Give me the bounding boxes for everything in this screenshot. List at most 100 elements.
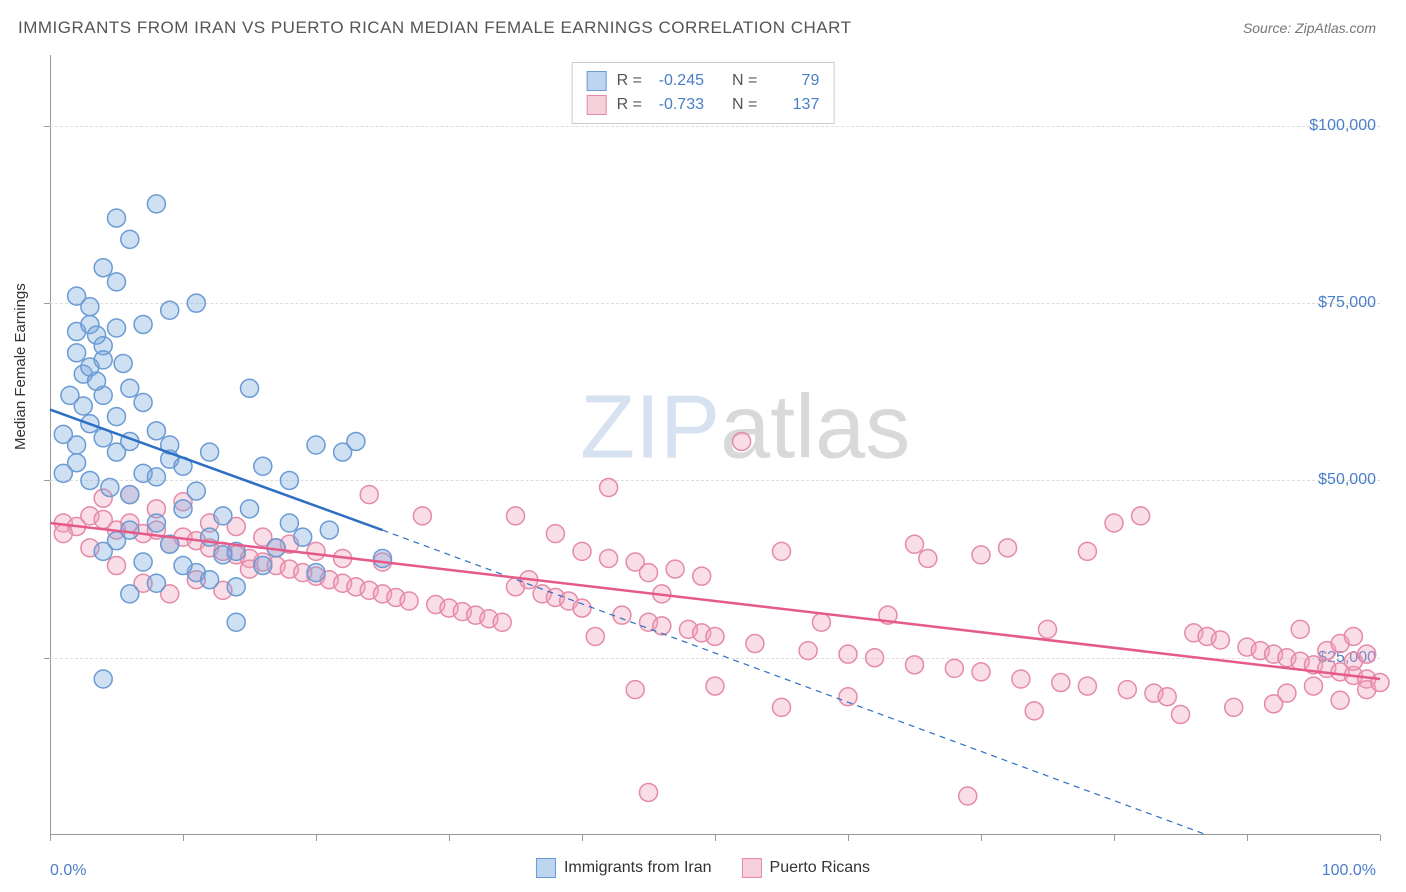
swatch-iran xyxy=(587,71,607,91)
data-point-pr xyxy=(400,592,418,610)
data-point-pr xyxy=(586,627,604,645)
r-label: R = xyxy=(617,72,642,90)
data-point-iran xyxy=(241,379,259,397)
data-point-iran xyxy=(68,344,86,362)
data-point-iran xyxy=(201,443,219,461)
y-axis-label: Median Female Earnings xyxy=(12,283,29,450)
legend-label-iran: Immigrants from Iran xyxy=(564,859,712,877)
data-point-pr xyxy=(1052,674,1070,692)
r-value-pr: -0.733 xyxy=(652,96,704,114)
data-point-pr xyxy=(773,542,791,560)
data-point-pr xyxy=(626,553,644,571)
data-point-iran xyxy=(320,521,338,539)
data-point-iran xyxy=(347,432,365,450)
data-point-iran xyxy=(101,479,119,497)
data-point-pr xyxy=(573,542,591,560)
data-point-iran xyxy=(108,319,126,337)
data-point-pr xyxy=(108,557,126,575)
data-point-pr xyxy=(812,613,830,631)
data-point-iran xyxy=(254,457,272,475)
data-point-pr xyxy=(1025,702,1043,720)
data-point-pr xyxy=(307,542,325,560)
data-point-iran xyxy=(241,500,259,518)
data-point-pr xyxy=(1132,507,1150,525)
data-point-pr xyxy=(959,787,977,805)
data-point-iran xyxy=(74,397,92,415)
data-point-iran xyxy=(280,514,298,532)
data-point-pr xyxy=(972,663,990,681)
x-tick-mark xyxy=(715,835,716,841)
x-tick-mark xyxy=(183,835,184,841)
x-tick-mark xyxy=(1114,835,1115,841)
data-point-iran xyxy=(94,542,112,560)
data-point-iran xyxy=(174,500,192,518)
data-point-iran xyxy=(147,195,165,213)
n-label: N = xyxy=(732,72,757,90)
legend-stats-row-pr: R = -0.733 N = 137 xyxy=(587,93,820,117)
data-point-iran xyxy=(307,436,325,454)
data-point-pr xyxy=(600,549,618,567)
x-axis-min-label: 0.0% xyxy=(50,862,86,880)
x-axis-max-label: 100.0% xyxy=(1322,862,1376,880)
x-tick-mark xyxy=(848,835,849,841)
data-point-pr xyxy=(799,642,817,660)
data-point-pr xyxy=(919,549,937,567)
x-tick-mark xyxy=(50,835,51,841)
data-point-pr xyxy=(1291,620,1309,638)
data-point-pr xyxy=(972,546,990,564)
x-tick-mark xyxy=(316,835,317,841)
data-point-pr xyxy=(733,432,751,450)
data-point-iran xyxy=(147,574,165,592)
r-label: R = xyxy=(617,96,642,114)
data-point-pr xyxy=(1211,631,1229,649)
source-label: Source: ZipAtlas.com xyxy=(1243,20,1376,36)
data-point-pr xyxy=(1105,514,1123,532)
data-point-iran xyxy=(94,386,112,404)
data-point-pr xyxy=(1078,542,1096,560)
swatch-iran xyxy=(536,858,556,878)
data-point-pr xyxy=(613,606,631,624)
data-point-pr xyxy=(666,560,684,578)
data-point-iran xyxy=(94,670,112,688)
data-point-pr xyxy=(906,656,924,674)
data-point-iran xyxy=(147,468,165,486)
x-tick-mark xyxy=(1247,835,1248,841)
data-point-pr xyxy=(626,681,644,699)
swatch-pr xyxy=(587,95,607,115)
data-point-pr xyxy=(1331,691,1349,709)
data-point-pr xyxy=(600,479,618,497)
data-point-iran xyxy=(174,557,192,575)
data-point-iran xyxy=(134,553,152,571)
data-point-iran xyxy=(108,273,126,291)
data-point-pr xyxy=(866,649,884,667)
x-tick-mark xyxy=(449,835,450,841)
chart-container: IMMIGRANTS FROM IRAN VS PUERTO RICAN MED… xyxy=(0,0,1406,892)
data-point-pr xyxy=(493,613,511,631)
data-point-pr xyxy=(1358,645,1376,663)
data-point-pr xyxy=(1172,705,1190,723)
n-label: N = xyxy=(732,96,757,114)
data-point-pr xyxy=(1305,677,1323,695)
r-value-iran: -0.245 xyxy=(652,72,704,90)
data-point-iran xyxy=(68,436,86,454)
n-value-pr: 137 xyxy=(767,96,819,114)
data-point-iran xyxy=(307,564,325,582)
data-point-pr xyxy=(653,617,671,635)
data-point-iran xyxy=(94,259,112,277)
legend-item-pr: Puerto Ricans xyxy=(742,858,871,878)
legend-stats-row-iran: R = -0.245 N = 79 xyxy=(587,69,820,93)
data-point-iran xyxy=(227,613,245,631)
data-point-iran xyxy=(108,408,126,426)
data-point-pr xyxy=(773,698,791,716)
data-point-iran xyxy=(227,578,245,596)
data-point-pr xyxy=(360,486,378,504)
data-point-iran xyxy=(294,528,312,546)
data-point-iran xyxy=(81,471,99,489)
data-point-iran xyxy=(280,471,298,489)
legend-label-pr: Puerto Ricans xyxy=(770,859,871,877)
data-point-pr xyxy=(945,659,963,677)
data-point-pr xyxy=(906,535,924,553)
data-point-iran xyxy=(121,585,139,603)
trend-line-pr xyxy=(50,523,1380,679)
x-tick-mark xyxy=(1380,835,1381,841)
